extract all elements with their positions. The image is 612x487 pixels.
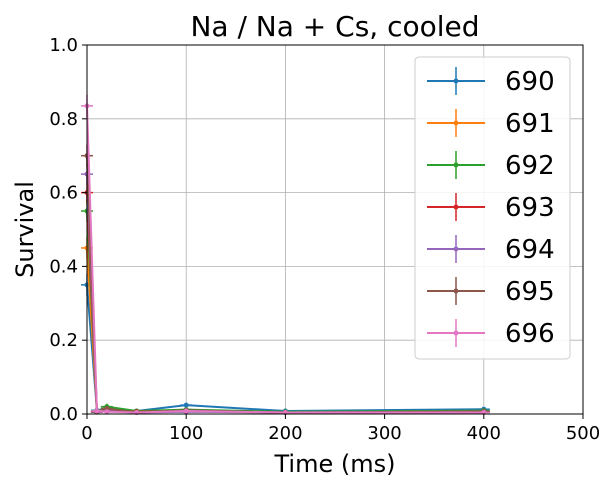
legend-marker bbox=[453, 204, 459, 210]
series-layer bbox=[81, 94, 490, 416]
legend-label: 691 bbox=[505, 109, 555, 139]
legend-item: 692 bbox=[427, 151, 555, 181]
x-tick-label: 100 bbox=[169, 423, 203, 444]
y-tick-label: 0.8 bbox=[49, 109, 78, 130]
plot-frame bbox=[86, 44, 584, 415]
legend-item: 691 bbox=[427, 109, 555, 139]
x-tick-label: 200 bbox=[268, 423, 302, 444]
x-tick-label: 300 bbox=[367, 423, 401, 444]
legend-marker bbox=[453, 288, 459, 294]
data-point bbox=[183, 408, 189, 414]
legend-marker bbox=[453, 246, 459, 252]
legend-label: 693 bbox=[505, 193, 555, 223]
legend-item: 694 bbox=[427, 235, 555, 265]
legend-item: 695 bbox=[427, 277, 555, 307]
y-tick-label: 0.6 bbox=[49, 183, 78, 204]
ticks: 0 100 200 300 400 500 0.0 0.2 0.4 0.6 0.8 1.0 bbox=[49, 35, 600, 444]
chart-title: Na / Na + Cs, cooled bbox=[190, 10, 479, 43]
legend-box bbox=[414, 56, 571, 360]
x-tick-label: 500 bbox=[566, 423, 600, 444]
x-tick-label: 0 bbox=[81, 423, 92, 444]
legend-marker bbox=[453, 330, 459, 336]
y-axis-label: Survival bbox=[11, 181, 39, 278]
legend-label: 694 bbox=[505, 235, 555, 265]
legend-item: 690 bbox=[427, 67, 555, 97]
legend-item: 696 bbox=[427, 319, 555, 349]
legend-marker bbox=[453, 162, 459, 168]
legend-marker bbox=[453, 78, 459, 84]
legend-item: 693 bbox=[427, 193, 555, 223]
legend-label: 695 bbox=[505, 277, 555, 307]
x-axis-label: Time (ms) bbox=[274, 450, 396, 478]
data-point bbox=[183, 402, 189, 408]
legend-label: 696 bbox=[505, 319, 555, 349]
y-tick-label: 0.0 bbox=[49, 404, 78, 425]
y-tick-label: 1.0 bbox=[49, 35, 78, 56]
y-tick-label: 0.4 bbox=[49, 256, 78, 277]
y-tick-label: 0.2 bbox=[49, 330, 78, 351]
data-point bbox=[104, 409, 110, 415]
legend-marker bbox=[453, 120, 459, 126]
x-tick-label: 400 bbox=[467, 423, 501, 444]
legend-label: 692 bbox=[505, 151, 555, 181]
legend: 690 691 692 693 694 695 696 bbox=[414, 56, 571, 360]
legend-label: 690 bbox=[505, 67, 555, 97]
data-point bbox=[94, 408, 100, 414]
